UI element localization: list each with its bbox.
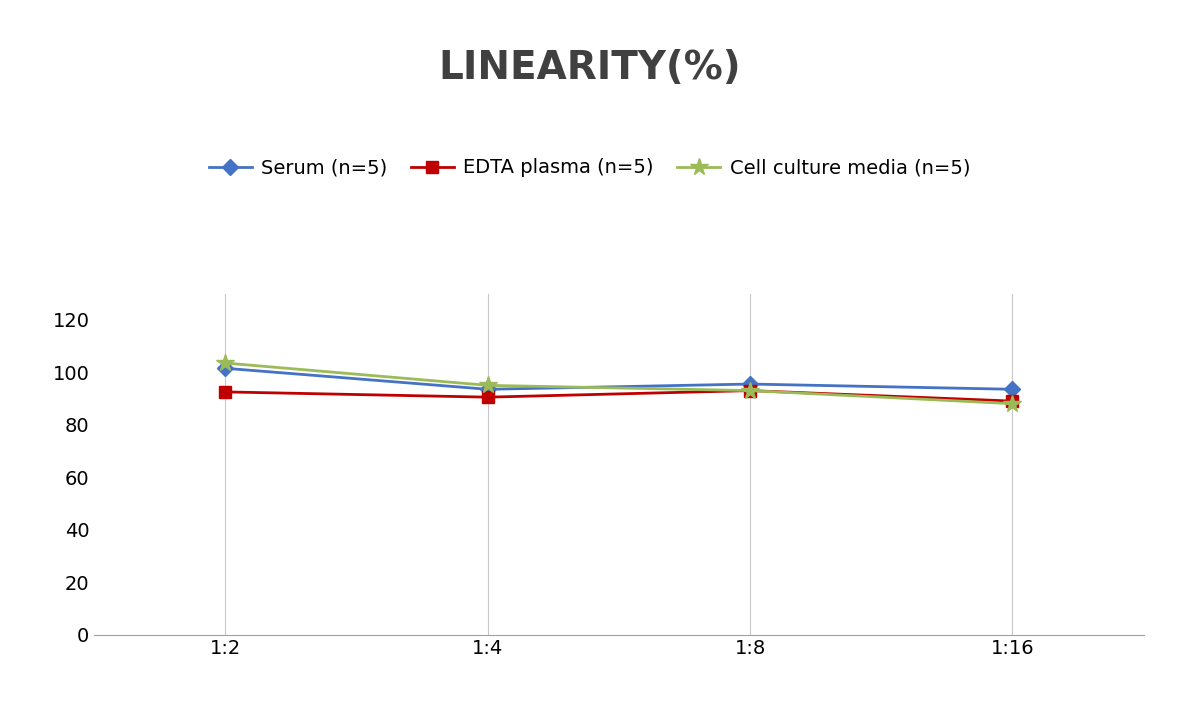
Serum (n=5) <box>743 380 757 388</box>
EDTA plasma (n=5) <box>1006 397 1020 405</box>
Serum (n=5) <box>218 364 232 372</box>
Line: Serum (n=5): Serum (n=5) <box>220 363 1017 395</box>
Cell culture media (n=5) <box>1006 400 1020 408</box>
Serum (n=5) <box>481 385 495 393</box>
Legend: Serum (n=5), EDTA plasma (n=5), Cell culture media (n=5): Serum (n=5), EDTA plasma (n=5), Cell cul… <box>200 151 979 185</box>
Cell culture media (n=5) <box>481 381 495 390</box>
Line: Cell culture media (n=5): Cell culture media (n=5) <box>217 354 1021 412</box>
Cell culture media (n=5) <box>743 386 757 395</box>
EDTA plasma (n=5) <box>743 386 757 395</box>
EDTA plasma (n=5) <box>481 393 495 401</box>
EDTA plasma (n=5) <box>218 388 232 396</box>
Line: EDTA plasma (n=5): EDTA plasma (n=5) <box>220 385 1017 407</box>
Cell culture media (n=5) <box>218 359 232 367</box>
Serum (n=5) <box>1006 385 1020 393</box>
Text: LINEARITY(%): LINEARITY(%) <box>439 49 740 87</box>
